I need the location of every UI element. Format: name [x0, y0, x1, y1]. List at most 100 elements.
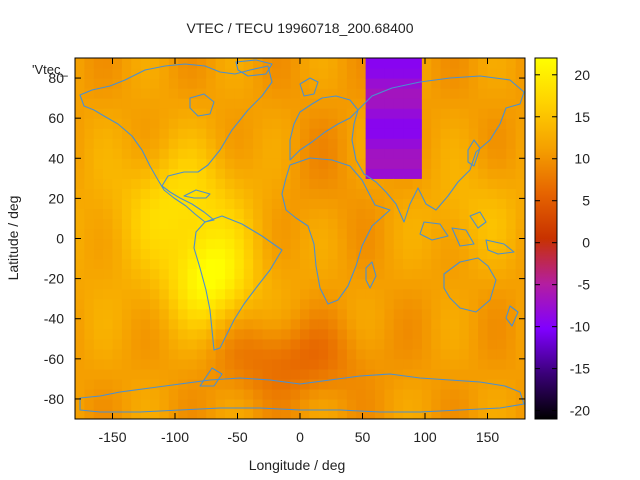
heatmap-cell [140, 78, 151, 89]
heatmap-cell [309, 148, 320, 159]
heatmap-cell [215, 88, 226, 99]
heatmap-cell [459, 178, 470, 189]
heatmap-cell [365, 128, 376, 139]
heatmap-cell [262, 88, 273, 99]
heatmap-cell [515, 408, 525, 419]
heatmap-cell [112, 378, 123, 390]
heatmap-cell [346, 378, 357, 390]
heatmap-cell [159, 68, 170, 79]
heatmap-cell [281, 88, 292, 99]
heatmap-cell [440, 408, 451, 419]
heatmap-cell [421, 388, 432, 400]
heatmap-cell [159, 168, 170, 179]
heatmap-cell [440, 148, 451, 159]
heatmap-cell [140, 288, 151, 300]
heatmap-cell [440, 248, 451, 260]
heatmap-cell [196, 318, 207, 330]
heatmap-cell [421, 108, 432, 119]
heatmap-cell [337, 338, 348, 350]
heatmap-cell [262, 288, 273, 300]
heatmap-cell [281, 198, 292, 210]
heatmap-cell [253, 168, 264, 179]
heatmap-cell [121, 308, 132, 320]
heatmap-cell [253, 158, 264, 169]
heatmap-cell [328, 148, 339, 159]
heatmap-cell [290, 178, 301, 189]
heatmap-cell [243, 138, 254, 149]
heatmap-cell [478, 78, 489, 89]
heatmap-cell [487, 78, 498, 89]
heatmap-cell [253, 358, 264, 370]
heatmap-cell [412, 258, 423, 270]
heatmap-cell [506, 58, 517, 69]
heatmap-cell [281, 378, 292, 390]
heatmap-cell [365, 158, 376, 169]
heatmap-cell [506, 368, 517, 380]
heatmap-cell [318, 368, 329, 380]
heatmap-cell [431, 158, 442, 169]
heatmap-cell [290, 138, 301, 149]
heatmap-cell [168, 408, 179, 419]
heatmap-cell [496, 258, 507, 270]
heatmap-cell [309, 278, 320, 290]
heatmap-cell [487, 408, 498, 419]
heatmap-cell [281, 118, 292, 129]
heatmap-cell [496, 228, 507, 240]
heatmap-cell [478, 158, 489, 169]
heatmap-cell [234, 138, 245, 149]
heatmap-cell [440, 338, 451, 350]
heatmap-cell [309, 188, 320, 199]
heatmap-cell [75, 288, 85, 300]
heatmap-cell [168, 378, 179, 390]
heatmap-cell [328, 318, 339, 330]
heatmap-cell [384, 58, 395, 69]
heatmap-cell [431, 168, 442, 179]
heatmap-cell [356, 278, 367, 290]
heatmap-cell [375, 248, 385, 260]
heatmap-cell [281, 398, 292, 410]
y-tick-label: -40 [44, 311, 64, 327]
heatmap-cell [84, 108, 95, 119]
heatmap-cell [159, 288, 170, 300]
heatmap-cell [450, 288, 460, 300]
heatmap-cell [225, 398, 235, 410]
heatmap-cell [243, 248, 254, 260]
heatmap-cell [103, 58, 114, 69]
heatmap-cell [318, 58, 329, 69]
heatmap-cell [300, 88, 310, 99]
heatmap-cell [468, 188, 479, 199]
heatmap-cell [337, 278, 348, 290]
heatmap-cell [271, 388, 282, 400]
heatmap-cell [290, 358, 301, 370]
heatmap-cell [150, 328, 160, 340]
heatmap-cell [384, 238, 395, 250]
heatmap-cell [468, 378, 479, 390]
heatmap-cell [168, 398, 179, 410]
heatmap-cell [421, 368, 432, 380]
heatmap-cell [281, 108, 292, 119]
heatmap-cell [84, 208, 95, 220]
heatmap-cell [365, 378, 376, 390]
heatmap-cell [318, 238, 329, 250]
heatmap-cell [300, 78, 310, 89]
heatmap-cell [318, 158, 329, 169]
heatmap-cell [84, 178, 95, 189]
heatmap-cell [131, 378, 142, 390]
heatmap-cell [168, 308, 179, 320]
heatmap-cell [262, 148, 273, 159]
heatmap-cell [365, 148, 376, 159]
heatmap-cell [243, 398, 254, 410]
heatmap-cell [403, 198, 414, 210]
heatmap-cell [300, 298, 310, 310]
heatmap-cell [196, 278, 207, 290]
heatmap-cell [75, 188, 85, 199]
heatmap-cell [140, 298, 151, 310]
heatmap-cell [206, 168, 217, 179]
heatmap-cell [515, 278, 525, 290]
heatmap-cell [225, 178, 235, 189]
heatmap-cell [112, 148, 123, 159]
heatmap-cell [75, 128, 85, 139]
heatmap-cell [346, 148, 357, 159]
heatmap-cell [356, 78, 367, 89]
heatmap-cell [318, 108, 329, 119]
